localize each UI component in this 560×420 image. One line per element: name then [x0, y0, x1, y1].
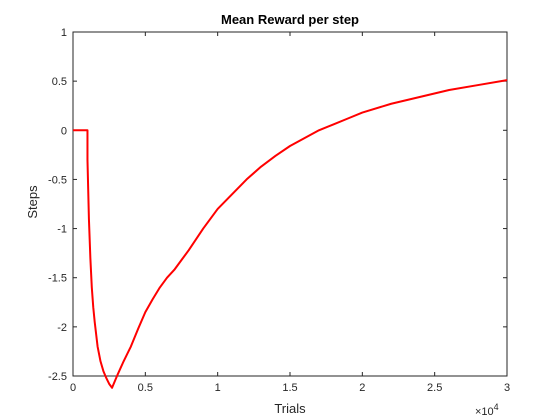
- y-tick-label: -2: [57, 322, 67, 334]
- y-tick-label: -1.5: [48, 273, 67, 285]
- axes-frame: [72, 31, 508, 377]
- x-tick-label: 0: [70, 382, 76, 394]
- y-tick-label: -2.5: [48, 371, 67, 383]
- x-tick-label: 1.5: [282, 382, 297, 394]
- y-tick-label: -0.5: [48, 174, 67, 186]
- x-multiplier-base: ×10: [475, 406, 494, 418]
- x-multiplier: ×104: [475, 402, 499, 418]
- x-tick-label: 1: [215, 382, 221, 394]
- x-tick-label: 3: [504, 382, 510, 394]
- series-line: [73, 79, 508, 389]
- x-multiplier-exponent: 4: [494, 402, 499, 412]
- x-axis-title: Trials: [274, 401, 306, 416]
- x-tick-label: 2: [359, 382, 365, 394]
- x-tick-label: 0.5: [138, 382, 153, 394]
- chart-title: Mean Reward per step: [221, 12, 359, 27]
- y-tick-label: -1: [57, 224, 67, 236]
- y-axis-title: Steps: [25, 185, 40, 219]
- axes-box: [72, 31, 508, 377]
- y-tick-label: 0: [61, 125, 67, 137]
- y-tick-label: 0.5: [52, 76, 67, 88]
- series-layer: [73, 79, 508, 389]
- y-tick-label: 1: [61, 27, 67, 39]
- x-tick-label: 2.5: [427, 382, 442, 394]
- tick-labels: 0 0.5 1 1.5 2 2.5 3 -2.5 -2 -1.5 -1 -0.5 0 0.5 1: [48, 27, 510, 394]
